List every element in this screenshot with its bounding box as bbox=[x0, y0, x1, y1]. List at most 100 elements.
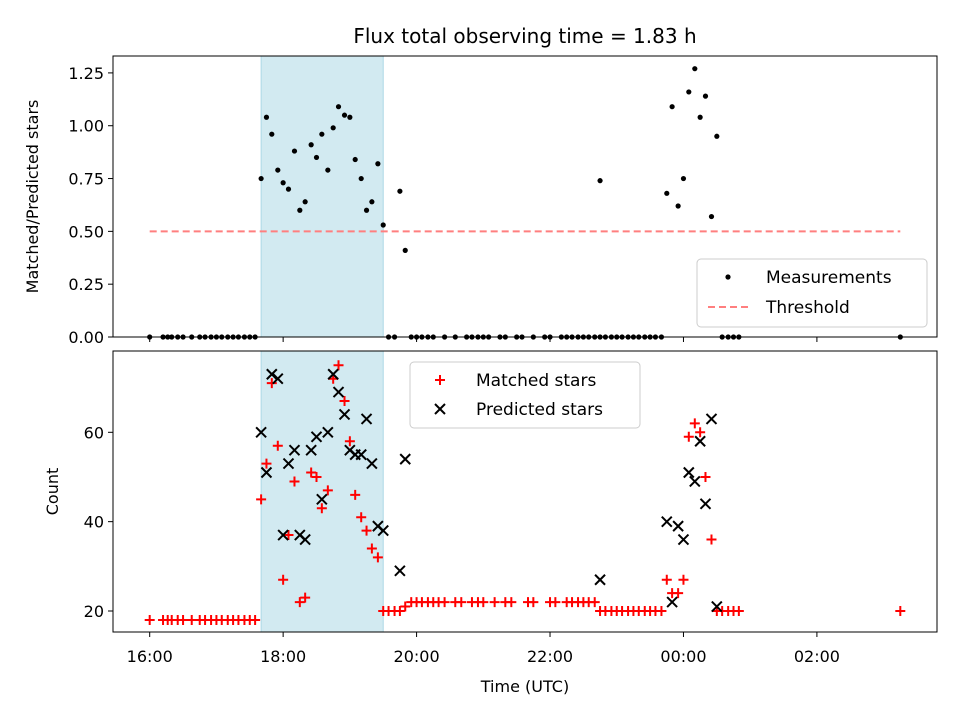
legend-predicted-label: Predicted stars bbox=[476, 400, 603, 420]
y-tick-label: 0.75 bbox=[68, 170, 104, 189]
matched-star-point bbox=[278, 574, 289, 585]
x-tick-label: 16:00 bbox=[127, 647, 173, 666]
matched-star-point bbox=[350, 489, 361, 500]
predicted-star-point bbox=[322, 426, 334, 439]
predicted-star-point bbox=[272, 372, 284, 385]
measurement-point bbox=[263, 114, 270, 120]
y-tick-label: 0.50 bbox=[68, 222, 104, 241]
legend-box bbox=[409, 361, 641, 429]
matched-star-point bbox=[256, 494, 267, 505]
y-tick-label: 60 bbox=[84, 423, 104, 442]
x-tick-label: 00:00 bbox=[660, 647, 706, 666]
matched-star-point bbox=[394, 606, 405, 617]
measurement-point bbox=[269, 131, 275, 137]
x-tick-label: 20:00 bbox=[394, 647, 440, 666]
matched-star-point bbox=[144, 614, 155, 625]
predicted-star-point bbox=[672, 520, 684, 532]
matched-star-point bbox=[361, 525, 372, 536]
predicted-star-point bbox=[360, 413, 373, 425]
axes-frame bbox=[112, 55, 938, 338]
matched-star-point bbox=[456, 597, 467, 608]
x-tick-label: 22:00 bbox=[527, 647, 573, 666]
measurement-point bbox=[297, 207, 303, 213]
predicted-star-point bbox=[594, 574, 606, 586]
measurement-point bbox=[319, 131, 325, 137]
predicted-star-point bbox=[299, 533, 311, 546]
y-tick-label: 20 bbox=[84, 602, 104, 621]
matched-star-point bbox=[283, 530, 294, 541]
matched-star-point bbox=[261, 458, 272, 469]
measurement-point bbox=[352, 156, 358, 163]
predicted-star-point bbox=[677, 533, 690, 546]
measurement-point bbox=[347, 114, 353, 120]
measurement-point bbox=[675, 203, 681, 209]
predicted-star-point bbox=[316, 493, 328, 506]
x-tick-label: 02:00 bbox=[794, 647, 840, 666]
matched-star-point bbox=[550, 597, 561, 608]
legend-predicted-marker bbox=[434, 403, 446, 415]
matched-star-point bbox=[311, 471, 322, 482]
predicted-star-point bbox=[394, 565, 406, 577]
y-axis-label: Matched/Predicted stars bbox=[23, 100, 42, 294]
matched-star-point bbox=[673, 588, 684, 599]
legend-measurement-marker bbox=[725, 274, 731, 280]
predicted-star-point bbox=[266, 368, 278, 380]
measurement-point bbox=[363, 207, 370, 213]
predicted-star-point bbox=[705, 413, 718, 425]
predicted-star-point bbox=[255, 426, 267, 439]
predicted-star-point bbox=[288, 444, 301, 456]
measurement-point bbox=[680, 175, 687, 182]
observing-interval-shade bbox=[260, 350, 384, 633]
y-tick-label: 40 bbox=[84, 513, 104, 532]
y-axis-label: Count bbox=[43, 468, 62, 516]
predicted-star-point bbox=[338, 408, 351, 421]
matched-star-point bbox=[294, 597, 305, 608]
predicted-star-point bbox=[689, 475, 701, 488]
measurement-point bbox=[258, 175, 264, 182]
predicted-star-point bbox=[260, 466, 273, 479]
y-tick-label: 1.25 bbox=[68, 64, 104, 83]
predicted-star-point bbox=[683, 466, 695, 479]
predicted-star-point bbox=[694, 435, 706, 447]
measurement-point bbox=[692, 66, 698, 72]
ratio-panel: 0.00 0.25 0.50 0.75 1.00 1.25 Matched/Predicte… bbox=[23, 55, 938, 347]
count-panel: 20 40 60 16:00 18:00 20:00 22:00 00:00 02:00 Coun… bbox=[43, 350, 938, 696]
predicted-star-point bbox=[377, 524, 389, 537]
predicted-star-point bbox=[332, 386, 345, 398]
matched-star-point bbox=[356, 512, 367, 523]
measurement-point bbox=[686, 89, 692, 95]
predicted-star-point bbox=[355, 448, 367, 461]
predicted-star-point bbox=[277, 529, 289, 541]
measurement-point bbox=[341, 112, 348, 118]
legend-matched-marker bbox=[435, 375, 445, 385]
y-tick-label: 1.00 bbox=[68, 117, 104, 136]
measurement-point bbox=[302, 199, 308, 205]
legend-measurements-label: Measurements bbox=[766, 268, 892, 288]
measurement-point bbox=[702, 93, 709, 99]
matched-star-point bbox=[366, 543, 377, 554]
matched-star-point bbox=[689, 418, 700, 429]
matched-star-point bbox=[700, 471, 711, 482]
matched-star-point bbox=[489, 597, 500, 608]
measurement-point bbox=[664, 190, 670, 196]
x-tick-label: 18:00 bbox=[260, 647, 306, 666]
measurement-point bbox=[402, 247, 408, 253]
predicted-star-point bbox=[661, 515, 673, 528]
matched-star-point bbox=[695, 427, 706, 438]
measurement-point bbox=[369, 199, 375, 205]
measurement-point bbox=[697, 114, 703, 120]
measurement-point bbox=[358, 175, 364, 182]
measurement-point bbox=[285, 186, 292, 192]
predicted-star-point bbox=[327, 368, 339, 380]
observing-interval-shade bbox=[260, 55, 384, 338]
measurement-point bbox=[330, 125, 336, 131]
matched-star-point bbox=[272, 440, 283, 451]
matched-star-point bbox=[895, 606, 906, 617]
chart-title: Flux total observing time = 1.83 h bbox=[353, 24, 696, 48]
measurement-point bbox=[708, 213, 715, 220]
matched-star-point bbox=[528, 597, 539, 608]
predicted-star-point bbox=[711, 600, 723, 613]
predicted-star-point bbox=[666, 596, 678, 608]
y-tick-label: 0.00 bbox=[68, 328, 104, 347]
